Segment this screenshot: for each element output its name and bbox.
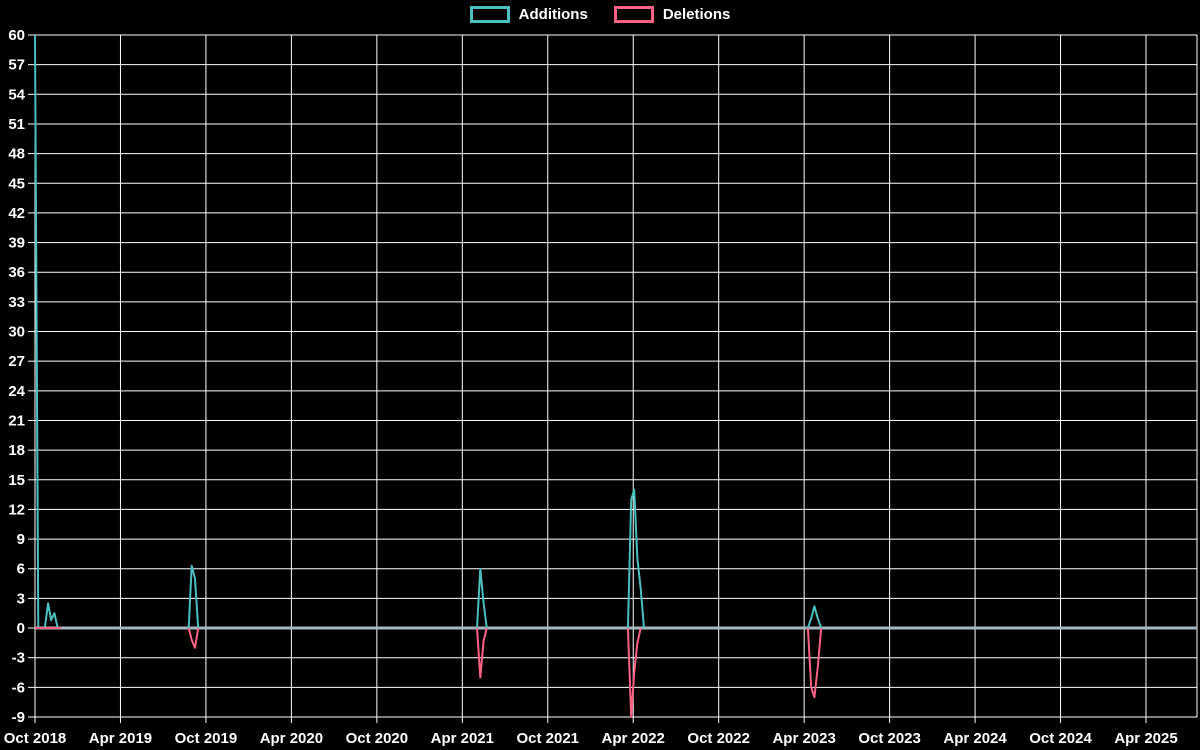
y-tick-label: 12 [8,501,25,518]
y-tick-label: -6 [12,679,25,696]
y-tick-label: 39 [8,235,25,252]
y-tick-label: 0 [17,620,25,637]
series-line-deletions [187,627,200,649]
y-tick-label: 6 [17,561,25,578]
y-tick-label: 15 [8,472,25,489]
series-line-additions [806,605,823,629]
y-tick-label: -3 [12,650,25,667]
x-tick-label: Oct 2023 [858,730,921,747]
series-line-deletions [626,627,642,718]
y-tick-label: -9 [12,709,25,726]
x-tick-label: Oct 2022 [687,730,750,747]
x-tick-label: Apr 2020 [260,730,323,747]
chart-legend: Additions Deletions [0,6,1200,23]
legend-swatch-additions [469,6,510,23]
x-tick-label: Apr 2024 [943,730,1007,747]
y-tick-label: 57 [8,57,25,74]
x-tick-label: Apr 2021 [431,730,494,747]
y-tick-label: 24 [8,383,25,400]
legend-label-deletions: Deletions [662,6,731,23]
x-tick-label: Oct 2024 [1029,730,1092,747]
series-line-deletions [476,627,488,679]
y-tick-label: 42 [8,205,25,222]
x-tick-label: Apr 2019 [89,730,152,747]
x-tick-label: Oct 2018 [4,730,67,747]
y-tick-label: 51 [8,116,25,133]
y-tick-label: 36 [8,264,25,281]
y-tick-label: 45 [8,175,25,192]
legend-item-deletions[interactable]: Deletions [613,6,731,23]
legend-swatch-deletions [613,6,654,23]
series-line-deletions [806,627,823,699]
x-tick-label: Apr 2023 [772,730,835,747]
y-tick-label: 30 [8,324,25,341]
x-tick-label: Oct 2020 [346,730,409,747]
legend-item-additions[interactable]: Additions [469,6,588,23]
y-tick-label: 21 [8,412,25,429]
series-line-additions [476,567,488,629]
x-tick-label: Apr 2022 [602,730,665,747]
x-tick-label: Apr 2025 [1114,730,1177,747]
y-tick-label: 54 [8,86,25,103]
y-tick-label: 48 [8,146,25,163]
x-tick-label: Oct 2019 [175,730,238,747]
y-tick-label: 27 [8,353,25,370]
y-tick-label: 60 [8,27,25,44]
y-tick-label: 18 [8,442,25,459]
y-tick-label: 9 [17,531,25,548]
legend-label-additions: Additions [518,6,588,23]
x-tick-label: Oct 2021 [516,730,579,747]
y-tick-label: 3 [17,590,25,607]
series-line-additions [187,564,200,629]
y-tick-label: 33 [8,294,25,311]
series-line-additions [626,488,645,629]
